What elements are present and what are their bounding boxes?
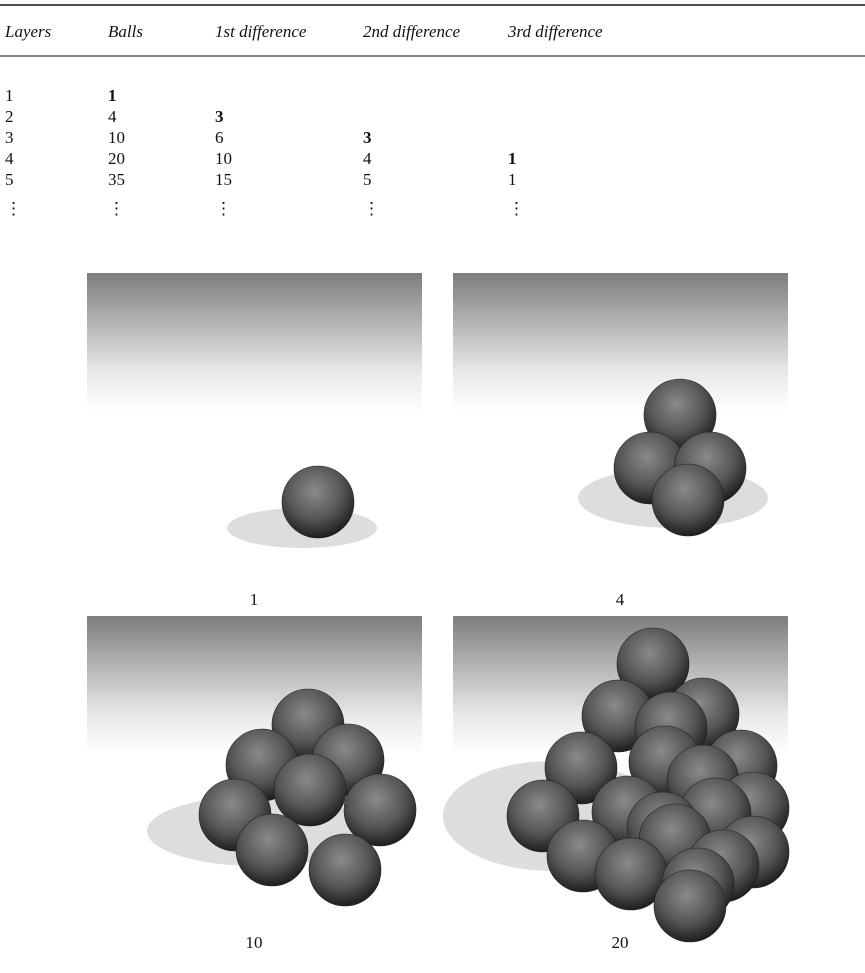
table-cell: 15 [215, 170, 232, 189]
table-cell: 4 [5, 149, 14, 168]
sphere [653, 869, 727, 943]
table-cell: 35 [108, 170, 125, 189]
table-cell: 1 [108, 86, 117, 105]
column-header: 1st difference [215, 22, 307, 41]
sphere [343, 773, 417, 847]
figure [87, 616, 422, 924]
sphere [281, 465, 355, 539]
table-cell: ⋮ [363, 199, 380, 218]
sphere [235, 813, 309, 887]
figure-caption: 20 [612, 933, 629, 952]
table-cell: 5 [5, 170, 14, 189]
table-cell: 3 [215, 107, 224, 126]
table-cell: 4 [363, 149, 372, 168]
table-cell: ⋮ [108, 199, 125, 218]
table-cell: 6 [215, 128, 224, 147]
sphere [308, 833, 382, 907]
column-header: Layers [4, 22, 52, 41]
sphere [651, 463, 725, 537]
table-cell: 5 [363, 170, 372, 189]
column-header: 2nd difference [363, 22, 461, 41]
table-cell: 3 [363, 128, 372, 147]
sphere [273, 753, 347, 827]
table-cell: ⋮ [508, 199, 525, 218]
table-cell: ⋮ [5, 199, 22, 218]
column-header: 3rd difference [507, 22, 603, 41]
figure-caption: 4 [616, 590, 625, 609]
figure [443, 616, 790, 943]
table-cell: 1 [508, 149, 517, 168]
table-cell: 3 [5, 128, 14, 147]
table-cell: 10 [215, 149, 232, 168]
table-cell: 1 [508, 170, 517, 189]
figure [87, 273, 422, 581]
table-cell: ⋮ [215, 199, 232, 218]
render-background [453, 273, 788, 581]
table-cell: 20 [108, 149, 125, 168]
table-cell: 10 [108, 128, 125, 147]
table-cell: 4 [108, 107, 117, 126]
table-cell: 1 [5, 86, 14, 105]
figure [453, 273, 788, 581]
figure-caption: 10 [246, 933, 263, 952]
column-header: Balls [108, 22, 143, 41]
figure-caption: 1 [250, 590, 259, 609]
table-cell: 2 [5, 107, 14, 126]
